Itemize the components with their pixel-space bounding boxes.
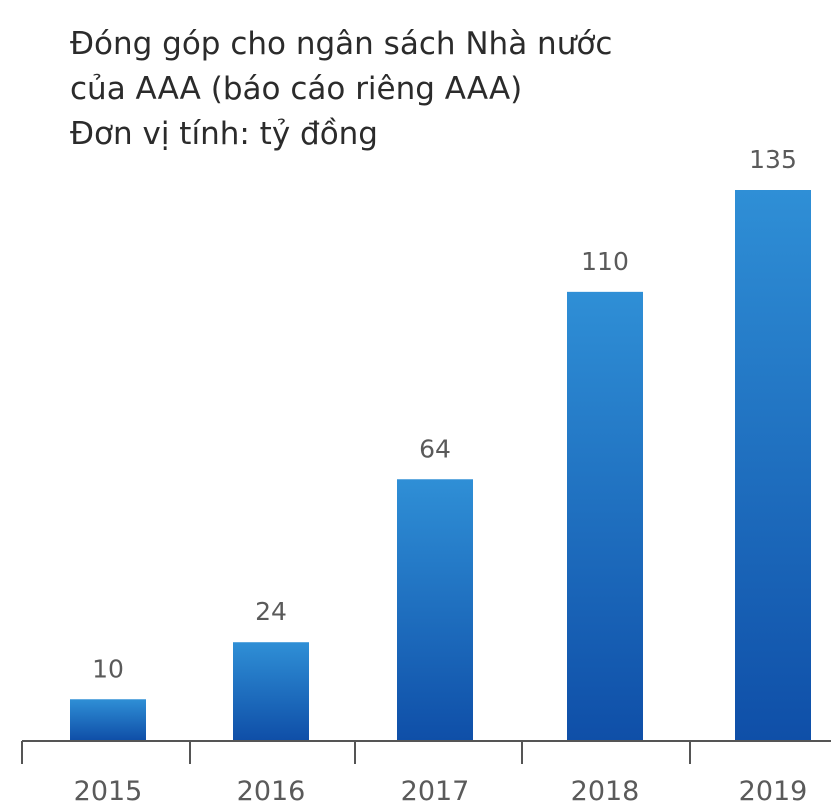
bars-group [70,190,811,740]
data-label-2018: 110 [581,247,629,276]
chart-title-line-1: Đóng góp cho ngân sách Nhà nước [70,26,613,62]
x-tick-label-2017: 2017 [401,776,470,807]
data-label-2016: 24 [255,597,287,626]
chart-title: Đóng góp cho ngân sách Nhà nước của AAA … [70,22,612,157]
data-label-2015: 10 [92,654,124,683]
data-label-2019: 135 [749,145,797,174]
data-labels-group: 10 24 64 110 135 [92,145,797,683]
chart-title-line-2: của AAA (báo cáo riêng AAA) [70,71,523,107]
x-axis-tick-labels: 2015 2016 2017 2018 2019 [74,776,808,807]
x-axis [21,740,831,764]
chart-subtitle-unit: Đơn vị tính: tỷ đồng [70,116,378,152]
bar-2019 [735,190,811,740]
data-label-2017: 64 [419,434,451,463]
x-tick-label-2018: 2018 [571,776,640,807]
bar-2015 [70,699,146,740]
x-tick-label-2019: 2019 [739,776,808,807]
x-tick-label-2015: 2015 [74,776,143,807]
x-tick-label-2016: 2016 [237,776,306,807]
bar-2018 [567,291,643,740]
bar-2017 [397,479,473,740]
bar-2016 [233,642,309,740]
